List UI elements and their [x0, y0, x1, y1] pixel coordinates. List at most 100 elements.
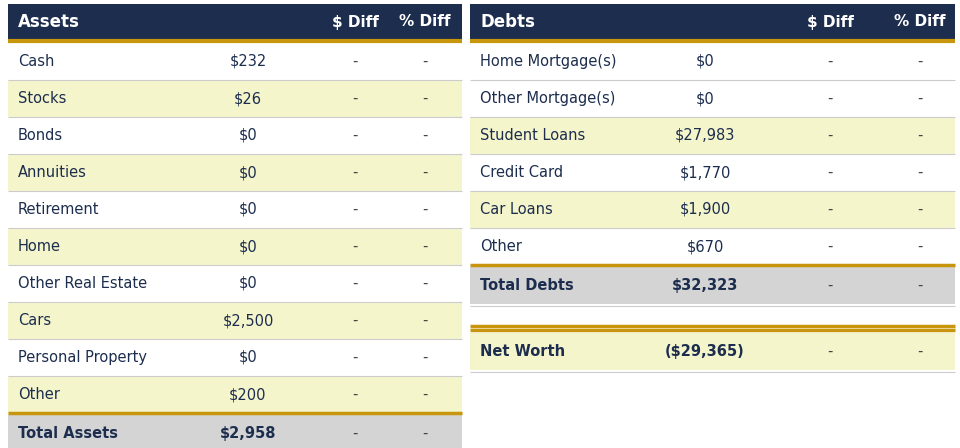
- Text: -: -: [352, 387, 358, 402]
- Text: -: -: [352, 128, 358, 143]
- Text: -: -: [422, 202, 428, 217]
- Bar: [470, 80, 955, 117]
- Text: -: -: [918, 278, 923, 293]
- Text: -: -: [352, 202, 358, 217]
- Text: -: -: [352, 276, 358, 291]
- Text: -: -: [352, 426, 358, 441]
- Text: Car Loans: Car Loans: [480, 202, 553, 217]
- Text: -: -: [422, 239, 428, 254]
- Text: -: -: [828, 344, 832, 359]
- Text: -: -: [352, 313, 358, 328]
- Text: $670: $670: [686, 239, 724, 254]
- Text: -: -: [918, 128, 923, 143]
- Text: -: -: [352, 91, 358, 106]
- Text: $2,958: $2,958: [220, 426, 276, 441]
- Bar: [8, 415, 462, 448]
- Text: -: -: [918, 344, 923, 359]
- Text: Home Mortgage(s): Home Mortgage(s): [480, 54, 616, 69]
- Text: $0: $0: [239, 276, 257, 291]
- Text: -: -: [828, 91, 832, 106]
- Text: -: -: [422, 350, 428, 365]
- Text: Debts: Debts: [480, 13, 535, 31]
- Text: $0: $0: [239, 202, 257, 217]
- Text: -: -: [918, 202, 923, 217]
- Text: ($29,365): ($29,365): [665, 344, 745, 359]
- Text: Cash: Cash: [18, 54, 55, 69]
- Text: $ Diff: $ Diff: [331, 14, 378, 30]
- Bar: [8, 302, 462, 339]
- Bar: [8, 43, 462, 80]
- Text: -: -: [422, 91, 428, 106]
- Text: $32,323: $32,323: [672, 278, 738, 293]
- Text: Total Debts: Total Debts: [480, 278, 574, 293]
- Text: -: -: [422, 128, 428, 143]
- Bar: [8, 191, 462, 228]
- Bar: [8, 376, 462, 413]
- Text: -: -: [828, 278, 832, 293]
- Bar: [8, 265, 462, 302]
- Text: Stocks: Stocks: [18, 91, 66, 106]
- Text: -: -: [828, 202, 832, 217]
- Text: -: -: [352, 350, 358, 365]
- Text: -: -: [422, 387, 428, 402]
- Text: Retirement: Retirement: [18, 202, 100, 217]
- Text: -: -: [422, 165, 428, 180]
- Text: -: -: [828, 165, 832, 180]
- Bar: [470, 154, 955, 191]
- Text: -: -: [422, 54, 428, 69]
- Text: $27,983: $27,983: [675, 128, 735, 143]
- Text: Bonds: Bonds: [18, 128, 63, 143]
- Text: -: -: [352, 239, 358, 254]
- Text: -: -: [352, 165, 358, 180]
- Text: -: -: [918, 91, 923, 106]
- Text: -: -: [918, 165, 923, 180]
- Text: $26: $26: [234, 91, 262, 106]
- Text: -: -: [828, 128, 832, 143]
- Bar: [470, 4, 955, 40]
- Text: $0: $0: [696, 54, 714, 69]
- Text: -: -: [422, 276, 428, 291]
- Text: $0: $0: [696, 91, 714, 106]
- Text: Student Loans: Student Loans: [480, 128, 586, 143]
- Text: Personal Property: Personal Property: [18, 350, 147, 365]
- Bar: [8, 228, 462, 265]
- Bar: [470, 117, 955, 154]
- Text: $2,500: $2,500: [223, 313, 274, 328]
- Text: $0: $0: [239, 350, 257, 365]
- Text: % Diff: % Diff: [399, 14, 451, 30]
- Text: -: -: [918, 239, 923, 254]
- Text: $ Diff: $ Diff: [806, 14, 853, 30]
- Text: $200: $200: [229, 387, 267, 402]
- Text: Assets: Assets: [18, 13, 80, 31]
- Text: -: -: [422, 313, 428, 328]
- Text: Net Worth: Net Worth: [480, 344, 565, 359]
- Text: $1,770: $1,770: [680, 165, 731, 180]
- Text: Total Assets: Total Assets: [18, 426, 118, 441]
- Text: -: -: [828, 239, 832, 254]
- Text: -: -: [422, 426, 428, 441]
- Text: Other Mortgage(s): Other Mortgage(s): [480, 91, 615, 106]
- Text: -: -: [828, 54, 832, 69]
- Text: -: -: [918, 54, 923, 69]
- Bar: [8, 80, 462, 117]
- Bar: [470, 228, 955, 265]
- Text: Other Real Estate: Other Real Estate: [18, 276, 147, 291]
- Bar: [8, 339, 462, 376]
- Bar: [8, 4, 462, 40]
- Bar: [8, 154, 462, 191]
- Text: % Diff: % Diff: [895, 14, 946, 30]
- Bar: [8, 117, 462, 154]
- Text: Cars: Cars: [18, 313, 51, 328]
- Text: $1,900: $1,900: [680, 202, 731, 217]
- Text: $0: $0: [239, 165, 257, 180]
- Bar: [470, 267, 955, 304]
- Bar: [470, 43, 955, 80]
- Text: $0: $0: [239, 128, 257, 143]
- Text: Other: Other: [18, 387, 60, 402]
- Text: Home: Home: [18, 239, 61, 254]
- Text: Other: Other: [480, 239, 522, 254]
- Bar: [470, 191, 955, 228]
- Text: $232: $232: [229, 54, 267, 69]
- Text: $0: $0: [239, 239, 257, 254]
- Text: Annuities: Annuities: [18, 165, 86, 180]
